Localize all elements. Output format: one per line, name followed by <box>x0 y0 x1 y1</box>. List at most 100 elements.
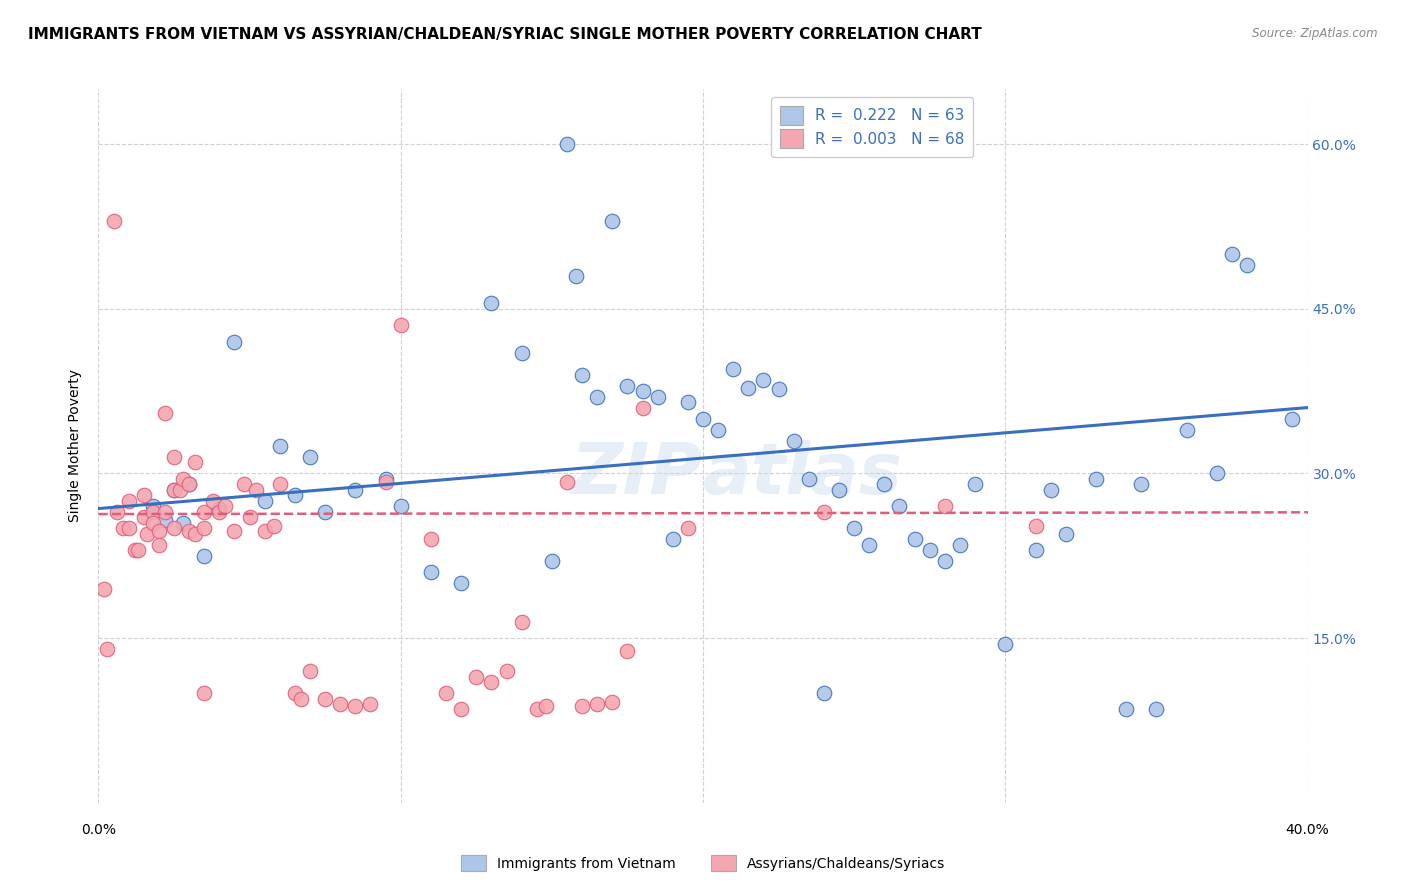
Point <box>768 382 790 396</box>
Point <box>707 423 730 437</box>
Point <box>783 434 806 448</box>
Point <box>602 695 624 709</box>
Point <box>1144 702 1167 716</box>
Point <box>844 521 866 535</box>
Point <box>299 450 322 464</box>
Point <box>1085 472 1108 486</box>
Point <box>1236 258 1258 272</box>
Point <box>135 526 157 541</box>
Point <box>153 505 176 519</box>
Point <box>692 411 714 425</box>
Point <box>179 477 201 491</box>
Point <box>631 401 654 415</box>
Point <box>481 675 503 690</box>
Point <box>616 644 638 658</box>
Point <box>586 697 609 711</box>
Point <box>571 699 593 714</box>
Point <box>389 318 412 333</box>
Point <box>284 488 307 502</box>
Point <box>344 699 367 714</box>
Point <box>127 543 149 558</box>
Point <box>208 505 231 519</box>
Point <box>118 494 141 508</box>
Point <box>526 702 548 716</box>
Point <box>142 516 165 530</box>
Point <box>1281 411 1303 425</box>
Point <box>163 483 186 497</box>
Point <box>193 505 215 519</box>
Point <box>193 549 215 563</box>
Point <box>148 538 170 552</box>
Point <box>1175 423 1198 437</box>
Point <box>873 477 896 491</box>
Point <box>208 501 231 516</box>
Point <box>737 381 759 395</box>
Text: ZIP: ZIP <box>571 440 703 509</box>
Legend: Immigrants from Vietnam, Assyrians/Chaldeans/Syriacs: Immigrants from Vietnam, Assyrians/Chald… <box>454 848 952 878</box>
Point <box>193 686 215 700</box>
Point <box>184 526 207 541</box>
Point <box>752 373 775 387</box>
Point <box>184 455 207 469</box>
Point <box>631 384 654 398</box>
Point <box>142 500 165 514</box>
Point <box>172 472 194 486</box>
Point <box>889 500 911 514</box>
Point <box>148 524 170 538</box>
Point <box>360 697 382 711</box>
Point <box>662 533 685 547</box>
Point <box>1024 519 1046 533</box>
Point <box>263 519 285 533</box>
Point <box>179 477 201 491</box>
Point <box>93 582 115 596</box>
Point <box>586 390 609 404</box>
Point <box>172 516 194 530</box>
Point <box>284 686 307 700</box>
Point <box>179 524 201 538</box>
Point <box>245 483 267 497</box>
Point <box>103 214 125 228</box>
Point <box>1039 483 1062 497</box>
Point <box>329 697 352 711</box>
Point <box>1054 526 1077 541</box>
Point <box>465 669 488 683</box>
Point <box>813 686 835 700</box>
Point <box>934 500 956 514</box>
Point <box>510 345 533 359</box>
Point <box>314 691 336 706</box>
Point <box>949 538 972 552</box>
Point <box>1220 247 1243 261</box>
Point <box>314 505 336 519</box>
Point <box>132 510 155 524</box>
Point <box>163 450 186 464</box>
Point <box>96 642 118 657</box>
Point <box>571 368 593 382</box>
Point <box>904 533 927 547</box>
Point <box>555 475 578 490</box>
Point <box>676 395 699 409</box>
Point <box>813 505 835 519</box>
Point <box>374 472 396 486</box>
Point <box>647 390 669 404</box>
Point <box>169 483 191 497</box>
Point <box>224 524 246 538</box>
Point <box>450 702 472 716</box>
Point <box>153 512 176 526</box>
Point <box>344 483 367 497</box>
Point <box>105 505 128 519</box>
Point <box>163 483 186 497</box>
Point <box>858 538 880 552</box>
Point <box>1130 477 1153 491</box>
Point <box>934 554 956 568</box>
Point <box>676 521 699 535</box>
Point <box>1206 467 1229 481</box>
Point <box>142 505 165 519</box>
Point <box>193 521 215 535</box>
Point <box>555 137 578 152</box>
Point <box>299 664 322 678</box>
Point <box>269 477 291 491</box>
Point <box>965 477 987 491</box>
Point <box>132 488 155 502</box>
Point <box>153 406 176 420</box>
Point <box>253 524 276 538</box>
